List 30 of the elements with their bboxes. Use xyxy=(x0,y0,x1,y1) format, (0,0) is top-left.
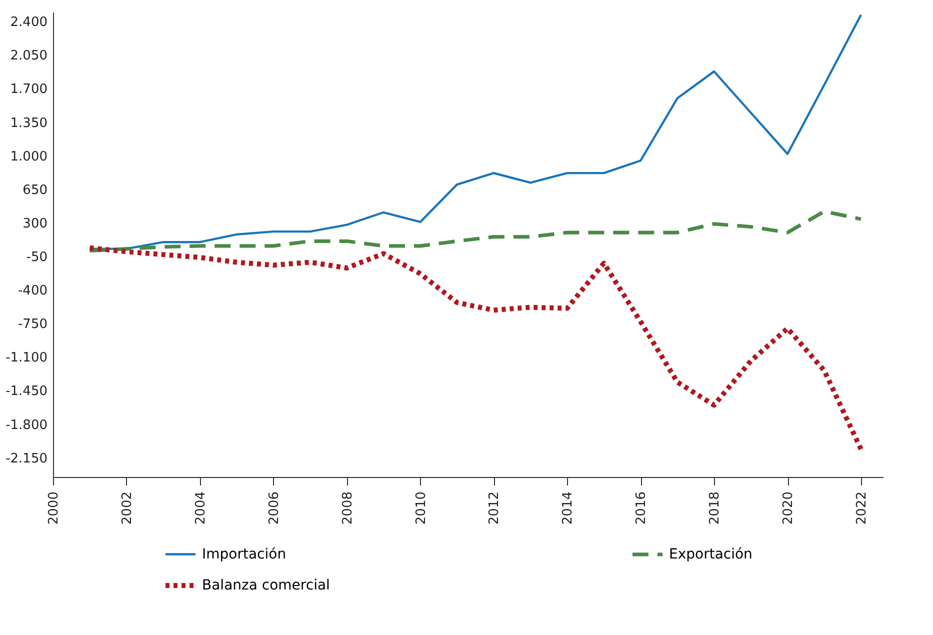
y-tick-label: -1.800 xyxy=(6,418,48,433)
y-tick-label: -750 xyxy=(18,317,48,332)
x-tick-label: 2016 xyxy=(634,492,650,525)
legend-label: Balanza comercial xyxy=(202,578,330,594)
y-tick-label: 300 xyxy=(22,216,48,232)
x-tick-label: 2004 xyxy=(193,492,208,525)
y-tick-label: 1.350 xyxy=(10,116,48,131)
y-tick-label: 2.050 xyxy=(10,48,48,64)
x-tick-label: 2022 xyxy=(854,492,870,525)
x-tick-label: 2000 xyxy=(46,492,62,525)
y-tick-label: 2.400 xyxy=(10,15,48,30)
x-tick-label: 2018 xyxy=(708,492,723,525)
y-tick-label: -1.100 xyxy=(6,350,48,366)
x-tick-label: 2010 xyxy=(414,492,429,525)
x-tick-label: 2008 xyxy=(340,492,356,525)
y-tick-label: 1.000 xyxy=(10,149,48,164)
x-tick-label: 2012 xyxy=(487,492,502,525)
legend-label: Exportación xyxy=(669,546,752,562)
x-tick-label: 2002 xyxy=(120,492,135,525)
x-tick-label: 2020 xyxy=(781,492,796,525)
y-tick-label: -2.150 xyxy=(6,451,48,466)
y-tick-label: 650 xyxy=(22,182,48,198)
x-tick-label: 2006 xyxy=(266,492,282,525)
y-tick-label: -400 xyxy=(18,284,48,299)
legend-label: Importación xyxy=(202,546,286,562)
x-tick-label: 2014 xyxy=(560,492,576,525)
y-tick-label: 1.700 xyxy=(10,82,48,98)
line-series xyxy=(88,210,863,253)
y-tick-label: -50 xyxy=(26,250,48,265)
y-tick-label: -1.450 xyxy=(6,384,48,400)
